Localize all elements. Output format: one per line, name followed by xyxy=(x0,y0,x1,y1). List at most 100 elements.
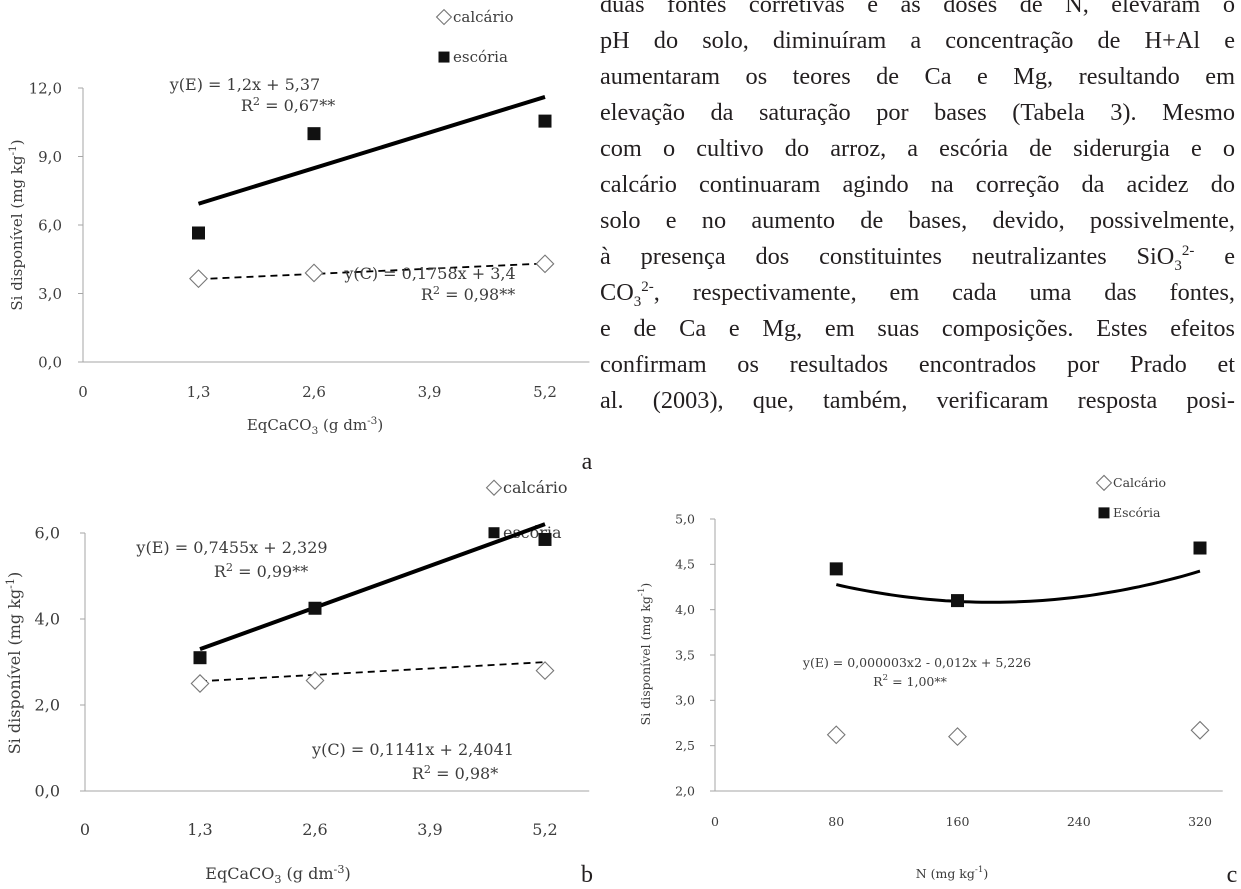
y-tick-label: 3,0 xyxy=(38,285,62,303)
paragraph-line: calcário continuaram agindo na correção … xyxy=(600,171,1235,198)
y-tick-label: 0,0 xyxy=(38,353,62,371)
data-point xyxy=(826,725,846,745)
r-squared-exp: 2 xyxy=(253,95,260,108)
x-label-sup: -1 xyxy=(975,865,984,875)
data-point xyxy=(829,562,843,576)
trend-line xyxy=(197,94,546,206)
r-squared-value: = 1,00** xyxy=(888,674,948,689)
data-point xyxy=(535,661,555,681)
paragraph-line: duas fontes corretivas e as doses de N, … xyxy=(600,0,1235,18)
panel-letter: b xyxy=(581,862,593,888)
r-squared-letter: R xyxy=(214,562,227,581)
x-label-sub: 3 xyxy=(274,873,281,886)
data-point xyxy=(951,594,964,608)
r-squared-exp: 2 xyxy=(424,763,431,776)
x-tick-label: 320 xyxy=(1188,814,1212,829)
x-tick-label: 5,2 xyxy=(533,383,557,401)
x-tick-label: 0 xyxy=(711,814,719,829)
r-squared-exp: 2 xyxy=(226,561,233,574)
regression-equation: y(C) = 0,1758x + 3,4 xyxy=(343,264,515,283)
y-label-text: Si disponível (mg kg xyxy=(8,155,26,310)
paragraph-line: pH do solo, diminuíram a concentração de… xyxy=(600,27,1235,54)
y-tick-label: 6,0 xyxy=(38,216,62,234)
x-tick-label: 1,3 xyxy=(187,820,212,839)
data-point xyxy=(307,127,321,141)
paragraph-text: e xyxy=(1224,243,1235,270)
y-label-text: Si disponível (mg kg xyxy=(638,596,653,725)
x-axis-label: N (mg kg-1) xyxy=(916,865,989,881)
panel-letter: a xyxy=(582,449,593,475)
trend-line xyxy=(199,661,546,683)
x-label-unit: (g dm xyxy=(318,416,367,434)
y-label-close: ) xyxy=(8,139,26,145)
paragraph-line: e de Ca e Mg, em suas composições. Estes… xyxy=(600,315,1235,342)
x-label-close: ) xyxy=(983,866,988,881)
x-label-unit: (g dm xyxy=(281,864,333,883)
trend-curve xyxy=(835,569,1201,604)
data-point xyxy=(305,671,325,690)
chart-c: 2,0 2,5 3,0 3,5 4,0 4,5 5,0 0 80 160 240 320 N (mg k… xyxy=(637,474,1238,888)
x-axis-label: EqCaCO3 (g dm-3) xyxy=(205,863,350,886)
y-axis-label: Si disponível (mg kg-1) xyxy=(7,139,26,310)
y-label-sup: -1 xyxy=(4,578,17,589)
x-tick-label: 80 xyxy=(828,814,844,829)
regression-equation: y(E) = 0,000003x2 - 0,012x + 5,226 xyxy=(802,655,1031,670)
superscript: 2- xyxy=(641,278,654,295)
data-point xyxy=(190,674,210,693)
r-squared-value: = 0,67** xyxy=(260,96,335,115)
data-point xyxy=(193,651,207,665)
x-tick-label: 3,9 xyxy=(417,820,442,839)
paragraph-line: solo e no aumento de bases, devido, poss… xyxy=(600,207,1235,234)
x-tick-label: 1,3 xyxy=(187,383,211,401)
x-tick-label: 160 xyxy=(946,814,970,829)
data-point xyxy=(538,532,552,546)
r-squared-value: = 0,99** xyxy=(233,562,308,581)
r-squared-letter: R xyxy=(241,96,254,115)
y-tick-label: 4,5 xyxy=(675,557,695,572)
r-squared: R2 = 0,67** xyxy=(241,95,335,115)
data-point xyxy=(1190,720,1210,740)
y-tick-label: 9,0 xyxy=(38,148,62,166)
trend-line xyxy=(198,262,546,281)
legend-label: escória xyxy=(453,48,508,66)
r-squared-exp: 2 xyxy=(883,673,889,683)
y-tick-label: 2,0 xyxy=(35,696,60,715)
legend-label: calcário xyxy=(453,8,513,26)
panel-letter: c xyxy=(1227,862,1238,888)
y-label-text: Si disponível (mg kg xyxy=(5,589,24,754)
legend-marker xyxy=(488,527,500,539)
y-tick-label: 2,0 xyxy=(675,783,695,798)
y-tick-label: 5,0 xyxy=(675,511,695,526)
x-tick-label: 240 xyxy=(1067,814,1091,829)
paragraph-line-sio3: à presença dos constituintes neutralizan… xyxy=(600,239,1235,275)
paragraph-text: à presença dos constituintes neutralizan… xyxy=(600,243,1175,270)
legend-label: calcário xyxy=(503,478,568,497)
superscript: 2- xyxy=(1181,242,1195,259)
paragraph-line: elevação da saturação por bases (Tabela … xyxy=(600,99,1235,126)
paragraph-line-co3: CO32-, respectivamente, em cada uma das … xyxy=(600,278,1235,310)
y-tick-label: 0,0 xyxy=(35,782,60,801)
paragraph-text: respectivamente, em cada uma das fontes, xyxy=(692,279,1235,306)
y-tick-label: 3,5 xyxy=(675,647,695,662)
data-point xyxy=(304,263,324,283)
data-point xyxy=(538,114,552,128)
r-squared: R2 = 1,00** xyxy=(873,673,948,689)
data-point xyxy=(948,727,967,747)
regression-equation: y(E) = 0,7455x + 2,329 xyxy=(135,538,327,557)
regression-equation: y(E) = 1,2x + 5,37 xyxy=(169,75,320,94)
x-tick-label: 0 xyxy=(78,383,88,401)
r-squared-letter: R xyxy=(412,764,425,783)
paragraph-text: CO xyxy=(600,279,634,306)
paragraph-line: al. (2003), que, também, verificaram res… xyxy=(600,387,1235,414)
y-label-sup: -1 xyxy=(637,588,647,597)
r-squared-value: = 0,98** xyxy=(440,285,515,304)
x-tick-label: 3,9 xyxy=(418,383,442,401)
legend-label: Calcário xyxy=(1113,475,1166,490)
body-paragraph: duas fontes corretivas e as doses de N, … xyxy=(600,0,1235,419)
data-point xyxy=(1193,541,1207,555)
y-tick-label: 2,5 xyxy=(675,738,695,753)
chart-a: 0,0 3,0 6,0 9,0 12,0 0 1,3 2,6 3,9 5,2 EqCaCO3 (g … xyxy=(7,8,593,475)
y-tick-label: 12,0 xyxy=(29,79,62,97)
y-label-sup: -1 xyxy=(7,145,19,155)
